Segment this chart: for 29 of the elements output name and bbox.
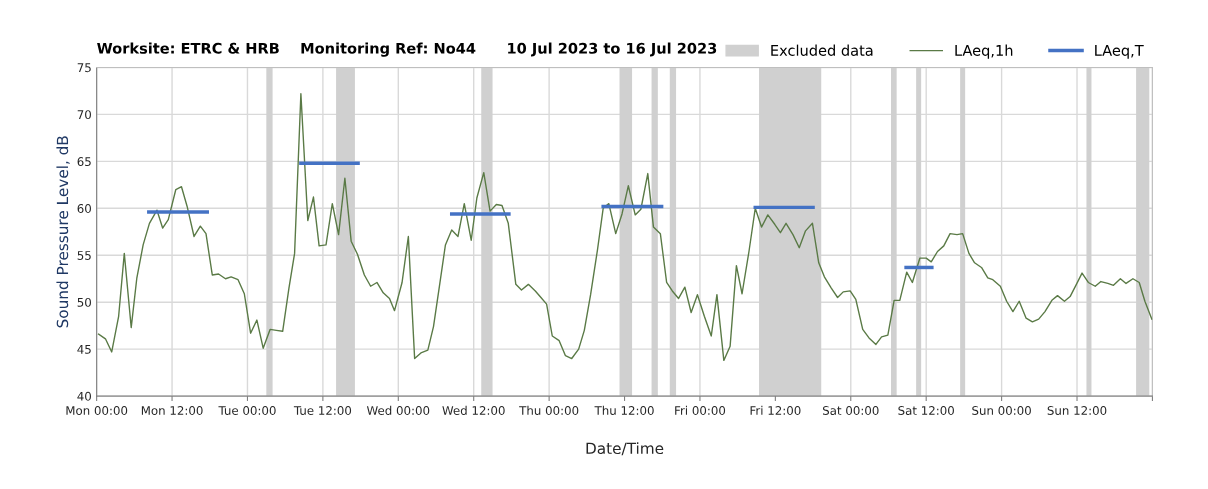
x-tick-label: Wed 12:00: [442, 405, 505, 415]
x-tick-label: Sun 12:00: [1047, 406, 1107, 415]
x-tick-label: Fri 00:00: [675, 405, 726, 415]
y-tick-label: 45: [77, 345, 91, 354]
legend-label: LAeq,T: [1095, 45, 1144, 59]
x-tick-label: Sun 00:00: [972, 406, 1031, 415]
y-tick-label: 50: [77, 297, 91, 307]
y-tick-label: 65: [77, 157, 91, 167]
x-axis-title: Date/Time: [586, 442, 664, 456]
legend-label: LAeq,1h: [955, 44, 1013, 59]
x-tick-label: Wed 00:00: [366, 405, 430, 415]
x-tick-label: Mon 12:00: [141, 406, 203, 415]
x-tick-label: Tue 12:00: [293, 406, 352, 415]
x-tick-label: Thu 12:00: [594, 405, 654, 415]
x-tick-label: Sat 12:00: [898, 406, 954, 415]
y-tick-label: 70: [77, 110, 91, 120]
y-tick-label: 40: [77, 391, 91, 401]
y-tick-label: 75: [77, 63, 91, 73]
x-tick-label: Mon 00:00: [66, 406, 128, 415]
y-tick-label: 55: [77, 251, 91, 260]
x-tick-label: Sat 00:00: [822, 406, 879, 415]
line-series: [97, 93, 1153, 362]
y-axis-title: Sound Pressure Level, dB: [56, 136, 70, 328]
x-tick-label: Thu 00:00: [519, 405, 579, 415]
chart-title: Worksite: ETRC & HRB Monitoring Ref: No44 10 Jul 2023 to 16 Jul 2023: [97, 42, 717, 57]
x-tick-label: Fri 12:00: [750, 405, 801, 415]
legend-label: Excluded data: [771, 44, 873, 56]
y-tick-label: 60: [77, 204, 91, 213]
x-tick-label: Tue 00:00: [218, 406, 276, 415]
